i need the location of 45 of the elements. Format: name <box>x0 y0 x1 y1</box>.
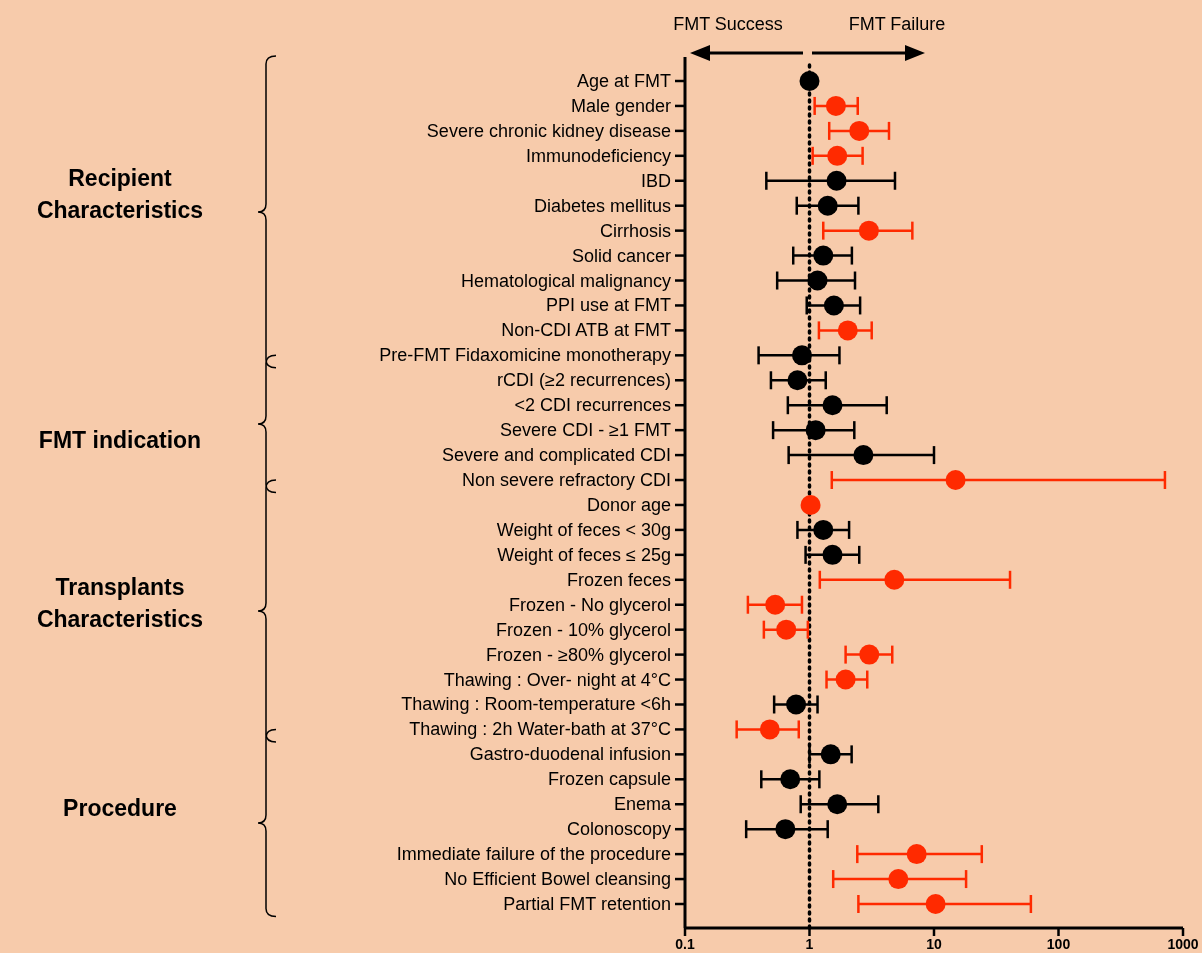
y-tick-label: <2 CDI recurrences <box>514 395 671 416</box>
y-tick-label: Diabetes mellitus <box>533 195 671 216</box>
y-tick-label: Severe CDI - ≥1 FMT <box>500 420 671 441</box>
y-tick-label: Severe chronic kidney disease <box>426 120 671 141</box>
y-tick-label: IBD <box>640 170 671 191</box>
x-tick-label: 1000 <box>1167 936 1199 952</box>
y-tick-label: Solid cancer <box>571 245 671 266</box>
y-tick-label: Cirrhosis <box>599 220 671 241</box>
y-tick-label: Frozen - 10% glycerol <box>495 619 671 640</box>
y-tick-label: Frozen - No glycerol <box>508 594 671 615</box>
y-tick-label: Thawing : Over- night at 4°C <box>443 669 671 690</box>
y-tick-label: Partial FMT retention <box>503 894 671 914</box>
y-tick-label: Colonoscopy <box>566 819 671 840</box>
x-tick-label: 1 <box>805 936 814 952</box>
text: FMT indication <box>38 427 202 453</box>
y-tick-label: Hematological malignancy <box>460 270 671 291</box>
y-tick-label: Frozen - ≥80% glycerol <box>486 644 671 665</box>
y-tick-label: rCDI (≥2 recurrences) <box>497 370 671 391</box>
text: FMT Failure <box>848 14 946 34</box>
y-tick-label: Male gender <box>570 95 671 116</box>
x-tick-label: 0.1 <box>675 936 695 952</box>
x-tick-label: 10 <box>926 936 942 952</box>
y-tick-label: Non-CDI ATB at FMT <box>501 320 671 341</box>
y-tick-label: Immediate failure of the procedure <box>396 844 671 865</box>
y-tick-label: Frozen capsule <box>547 769 671 790</box>
y-tick-label: Enema <box>613 794 672 815</box>
y-tick-label: Thawing : Room-temperature <6h <box>401 694 671 715</box>
y-tick-label: Gastro-duodenal infusion <box>469 744 671 765</box>
y-tick-label: Thawing : 2h Water-bath at 37°C <box>409 719 671 740</box>
y-tick-label: Non severe refractory CDI <box>461 470 671 491</box>
y-tick-label: Age at FMT <box>576 71 671 91</box>
x-tick-label: 100 <box>1046 936 1071 952</box>
text: Transplants Characteristics <box>36 574 204 633</box>
y-tick-label: Severe and complicated CDI <box>441 445 671 466</box>
text: Recipient Characteristics <box>36 165 204 224</box>
y-tick-label: Frozen feces <box>566 569 671 590</box>
y-tick-label: Weight of feces ≤ 25g <box>497 544 671 565</box>
y-tick-label: Immunodeficiency <box>525 145 671 166</box>
y-tick-label: Donor age <box>586 494 671 515</box>
y-tick-label: Pre-FMT Fidaxomicine monotherapy <box>379 345 671 366</box>
text: FMT Success <box>673 14 783 34</box>
text: Procedure <box>63 795 177 821</box>
y-tick-label: PPI use at FMT <box>545 295 671 316</box>
y-tick-label: Weight of feces < 30g <box>496 519 671 540</box>
y-tick-label: No Efficient Bowel cleansing <box>444 869 671 890</box>
